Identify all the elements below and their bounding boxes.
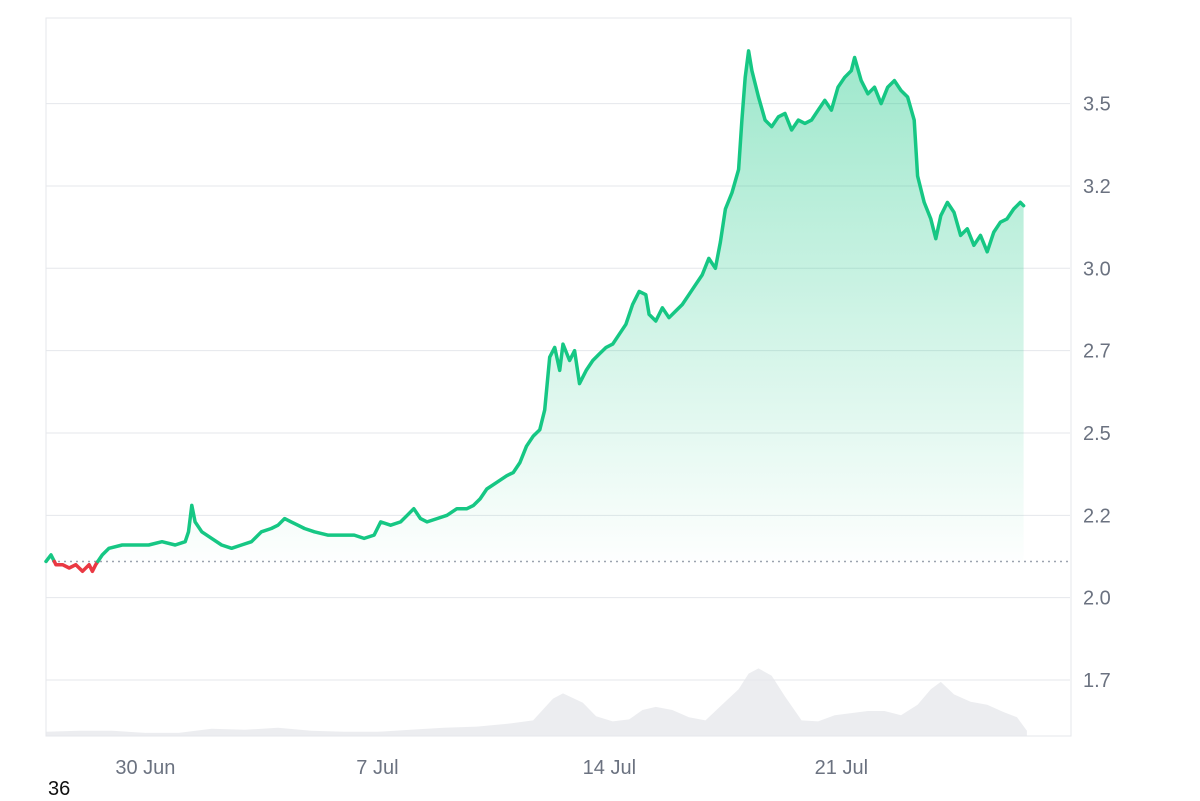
x-tick-label: 30 Jun [115, 757, 175, 779]
y-tick-label: 2.0 [1083, 588, 1111, 610]
price-area [46, 50, 1024, 572]
y-tick-label: 3.2 [1083, 176, 1111, 198]
price-lines [44, 49, 1026, 574]
volume-area [46, 668, 1027, 736]
x-axis-ticks: 30 Jun 7 Jul 14 Jul 21 Jul [115, 757, 868, 779]
area-fill [46, 50, 1024, 572]
y-tick-label: 2.5 [1083, 423, 1111, 445]
price-line-down-segment [52, 559, 100, 574]
x-tick-label: 21 Jul [815, 757, 868, 779]
y-tick-label: 3.5 [1083, 94, 1111, 116]
x-tick-label: 14 Jul [583, 757, 636, 779]
volume-shape [46, 668, 1027, 736]
price-line-up-segment [96, 49, 1026, 564]
y-tick-label: 2.7 [1083, 341, 1111, 363]
corner-label: 36 [48, 778, 71, 800]
y-axis-ticks: 1.7 2.0 2.2 2.5 2.7 3.0 3.2 3.5 [1083, 94, 1111, 692]
x-tick-label: 7 Jul [356, 757, 398, 779]
y-tick-label: 1.7 [1083, 670, 1111, 692]
y-tick-label: 3.0 [1083, 258, 1111, 280]
y-tick-label: 2.2 [1083, 505, 1111, 527]
price-line-up-segment [44, 553, 57, 564]
